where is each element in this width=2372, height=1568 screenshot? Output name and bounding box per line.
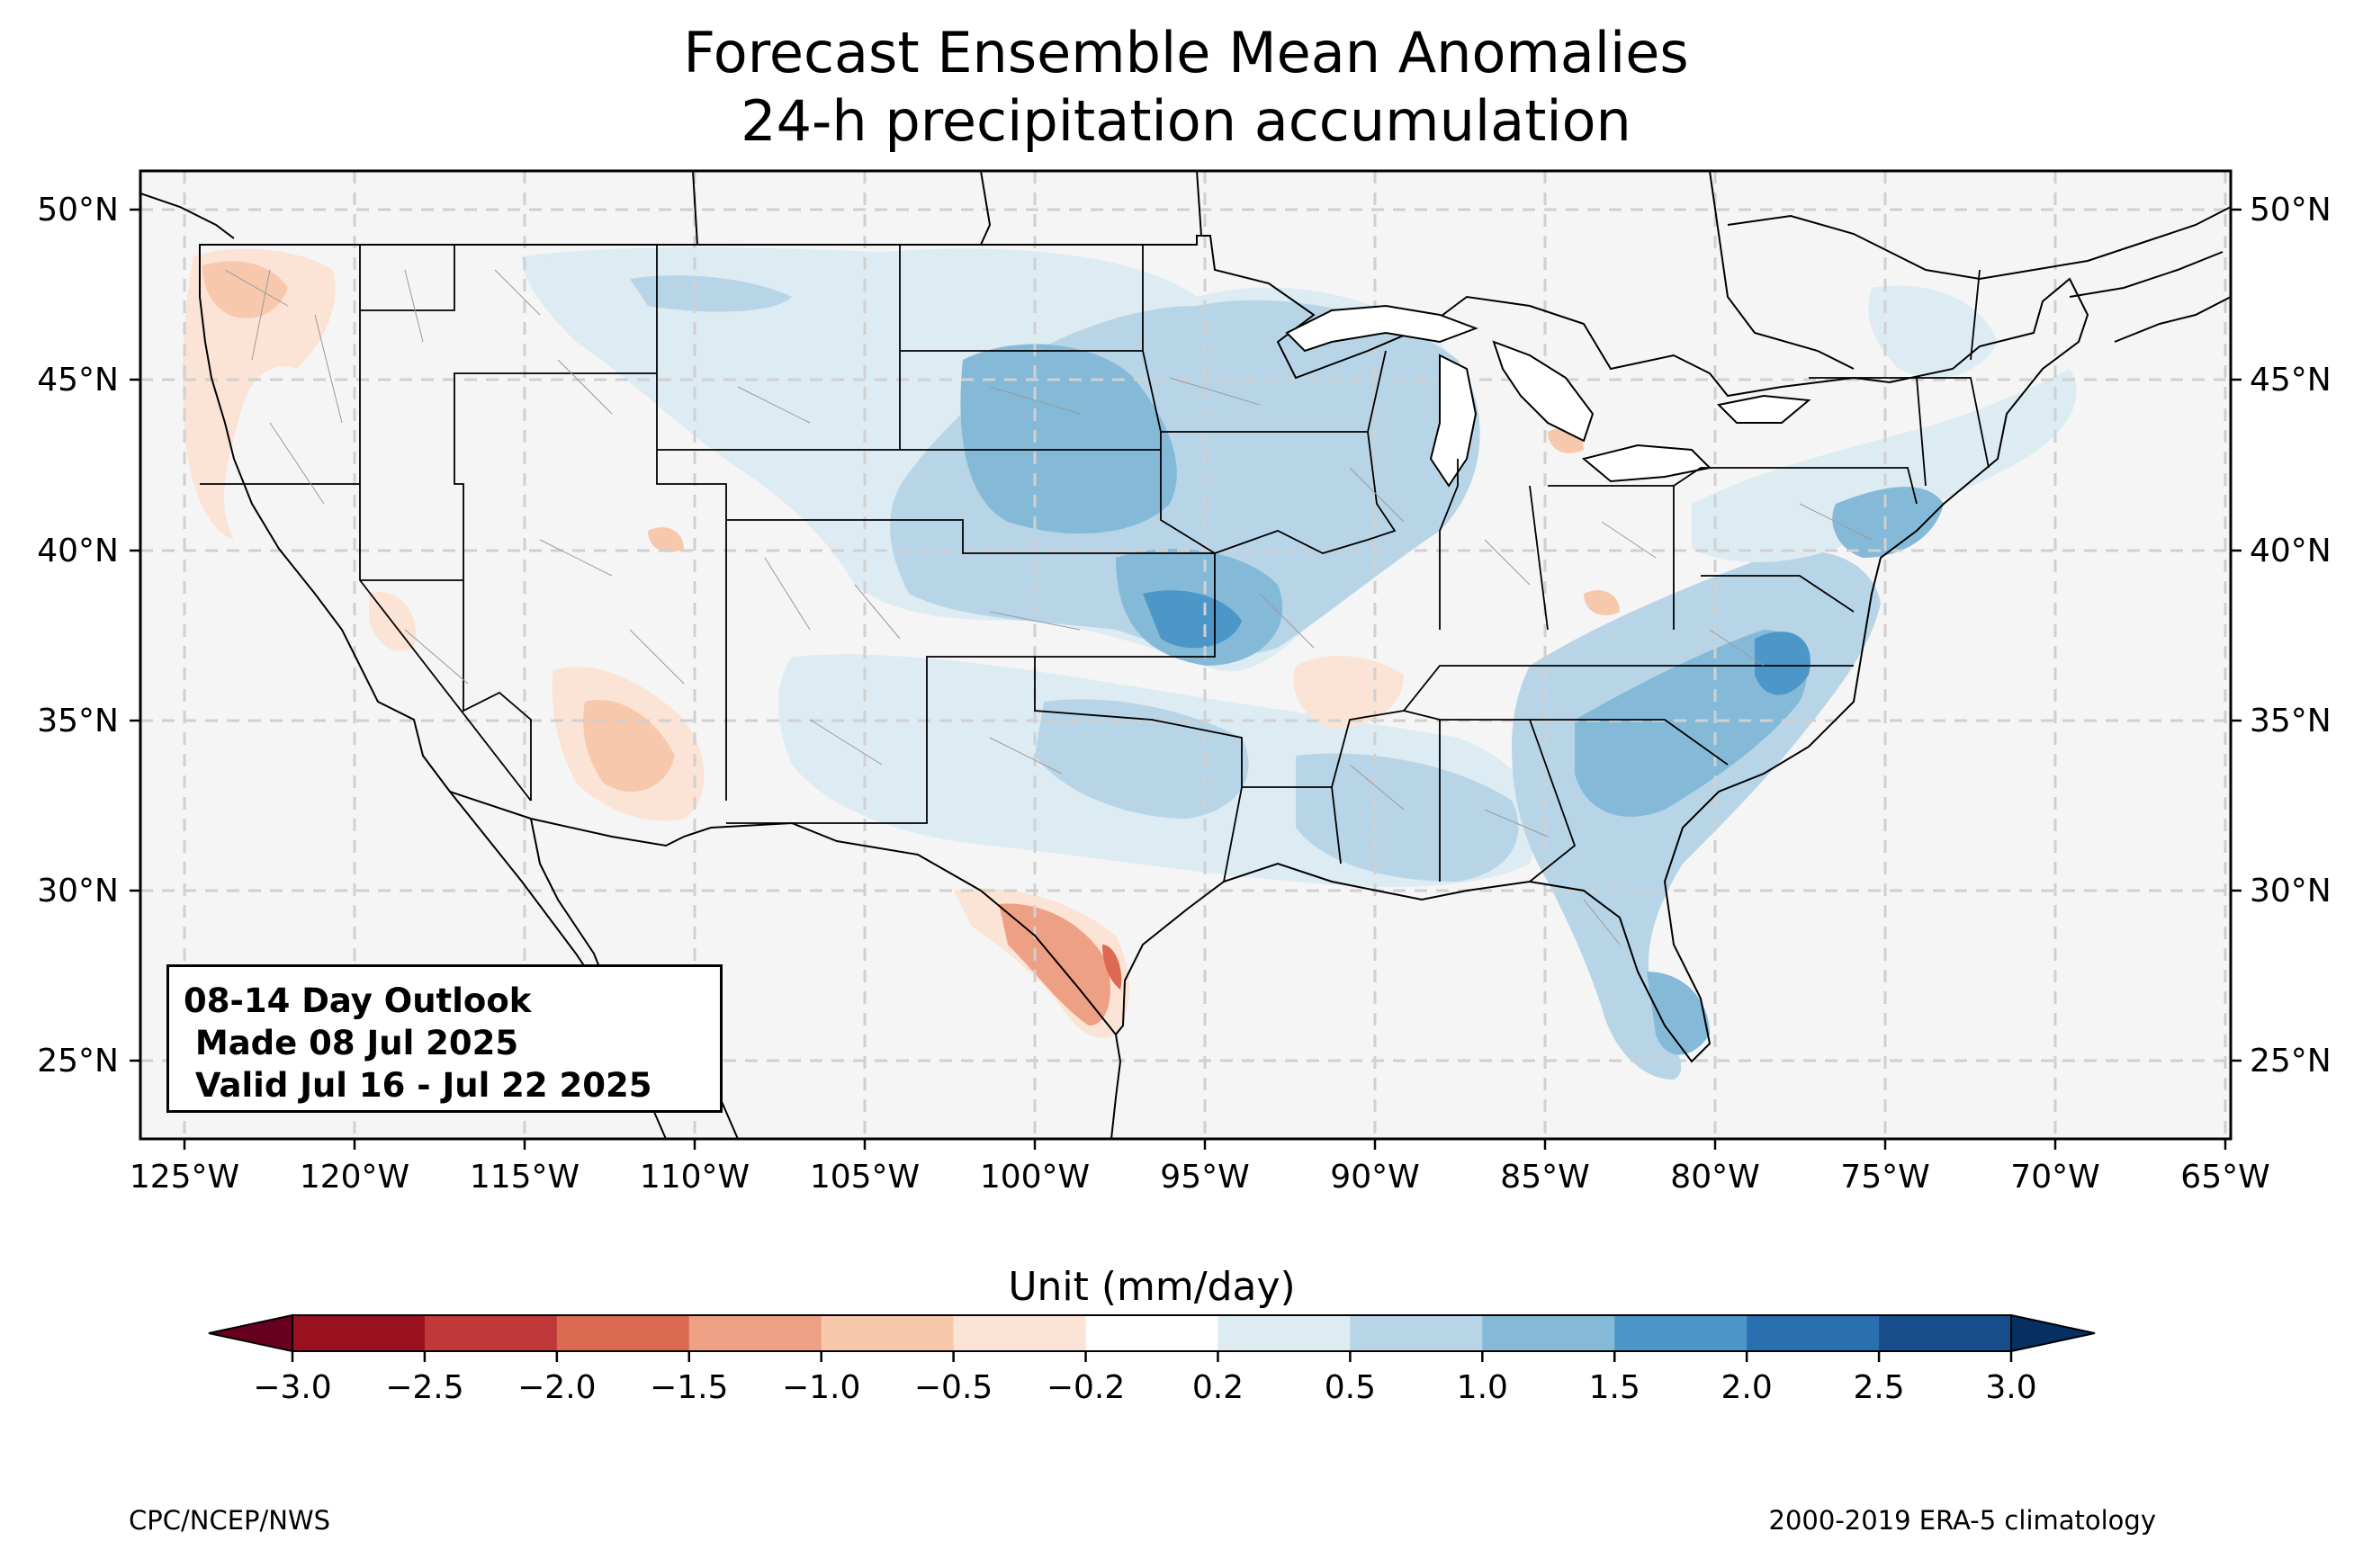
colorbar-tick-label: 3.0 (1985, 1369, 2036, 1406)
colorbar-cell (1879, 1315, 2012, 1351)
colorbar-frame (292, 1314, 2012, 1352)
colorbar-tick-label: 1.0 (1457, 1369, 1508, 1406)
lat-label: 25°N (2250, 1043, 2332, 1080)
colorbar-extend-min (208, 1313, 293, 1353)
lat-label: 50°N (37, 192, 119, 228)
canada-coast (140, 171, 2231, 370)
lat-label: 45°N (2250, 362, 2332, 399)
lat-label: 35°N (2250, 703, 2332, 739)
made-date: Made 08 Jul 2025 (184, 1024, 519, 1062)
axis-ticks (130, 208, 2242, 1150)
lon-labels: 125°W 120°W 115°W 110°W 105°W 100°W 95°W… (130, 1159, 2270, 1196)
lon-label: 110°W (640, 1159, 750, 1196)
colorbar-tick-label: 1.5 (1589, 1369, 1640, 1406)
lon-label: 100°W (980, 1159, 1090, 1196)
lon-label: 95°W (1160, 1159, 1249, 1196)
lon-label: 80°W (1670, 1159, 1759, 1196)
lat-label: 35°N (37, 703, 119, 739)
footer-climatology: 2000-2019 ERA-5 climatology (1768, 1505, 2156, 1536)
lon-label: 115°W (470, 1159, 580, 1196)
lat-label: 50°N (2250, 192, 2332, 228)
lat-label: 45°N (37, 362, 119, 399)
positive-anomaly-fills (522, 247, 2077, 1080)
negative-anomaly-fills (183, 248, 1620, 1038)
map-frame (139, 169, 2233, 1141)
lon-label: 125°W (130, 1159, 239, 1196)
lon-label: 105°W (810, 1159, 920, 1196)
canada-land (140, 171, 2231, 423)
outlook-info-box: 08-14 Day Outlook Made 08 Jul 2025 Valid… (166, 964, 723, 1113)
county-boundaries (224, 269, 1873, 945)
colorbar-cell (424, 1315, 558, 1351)
lat-label: 25°N (37, 1043, 119, 1080)
colorbar-tick-label: −0.2 (1047, 1369, 1125, 1406)
lat-label: 40°N (37, 533, 119, 569)
outlook-period: 08-14 Day Outlook (184, 981, 532, 1020)
colorbar-tick-label: −1.0 (782, 1369, 860, 1406)
valid-range: Valid Jul 16 - Jul 22 2025 (184, 1066, 652, 1105)
colorbar-tick-label: 0.2 (1192, 1369, 1244, 1406)
lat-labels-left: 50°N 45°N 40°N 35°N 30°N 25°N (37, 192, 119, 1080)
colorbar: −3.0 −2.5 −2.0 −1.5 −1.0 −0.5 −0.2 0.2 0.5 1.0 1.5… (208, 1313, 2096, 1406)
colorbar-tick-label: 0.5 (1325, 1369, 1376, 1406)
lat-label: 30°N (2250, 873, 2332, 909)
colorbar-tick-label: −3.0 (253, 1369, 331, 1406)
colorbar-cell (1482, 1315, 1615, 1351)
colorbar-tick-label: −2.5 (385, 1369, 463, 1406)
lon-label: 90°W (1330, 1159, 1419, 1196)
map-title-line2: 24-h precipitation accumulation (741, 88, 1631, 154)
colorbar-cell (953, 1315, 1087, 1351)
colorbar-cell (688, 1315, 822, 1351)
lon-label: 70°W (2010, 1159, 2099, 1196)
lat-labels-right: 50°N 45°N 40°N 35°N 30°N 25°N (2250, 192, 2332, 1080)
colorbar-cell (1217, 1315, 1351, 1351)
lon-label: 120°W (300, 1159, 409, 1196)
us-outline (199, 235, 2089, 1063)
colorbar-cell (821, 1315, 955, 1351)
map-title-line1: Forecast Ensemble Mean Anomalies (683, 20, 1689, 85)
colorbar-tick-label: −2.0 (517, 1369, 596, 1406)
colorbar-tick-label: −0.5 (914, 1369, 993, 1406)
colorbar-cell (1747, 1315, 1880, 1351)
colorbar-cell (292, 1315, 426, 1351)
colorbar-cell (1350, 1315, 1483, 1351)
lon-label: 65°W (2180, 1159, 2269, 1196)
lon-label: 85°W (1500, 1159, 1589, 1196)
footer-source: CPC/NCEP/NWS (129, 1505, 331, 1536)
lat-label: 40°N (2250, 533, 2332, 569)
colorbar-tick-label: 2.5 (1853, 1369, 1904, 1406)
colorbar-tick-label: −1.5 (650, 1369, 728, 1406)
colorbar-title: Unit (mm/day) (1008, 1264, 1296, 1310)
colorbar-tick-label: 2.0 (1721, 1369, 1773, 1406)
lon-label: 75°W (1840, 1159, 1929, 1196)
state-boundaries (200, 245, 1990, 883)
colorbar-cell (556, 1315, 690, 1351)
colorbar-extend-max (2010, 1313, 2096, 1353)
lat-label: 30°N (37, 873, 119, 909)
colorbar-cell (1614, 1315, 1748, 1351)
colorbar-cell (1085, 1315, 1218, 1351)
